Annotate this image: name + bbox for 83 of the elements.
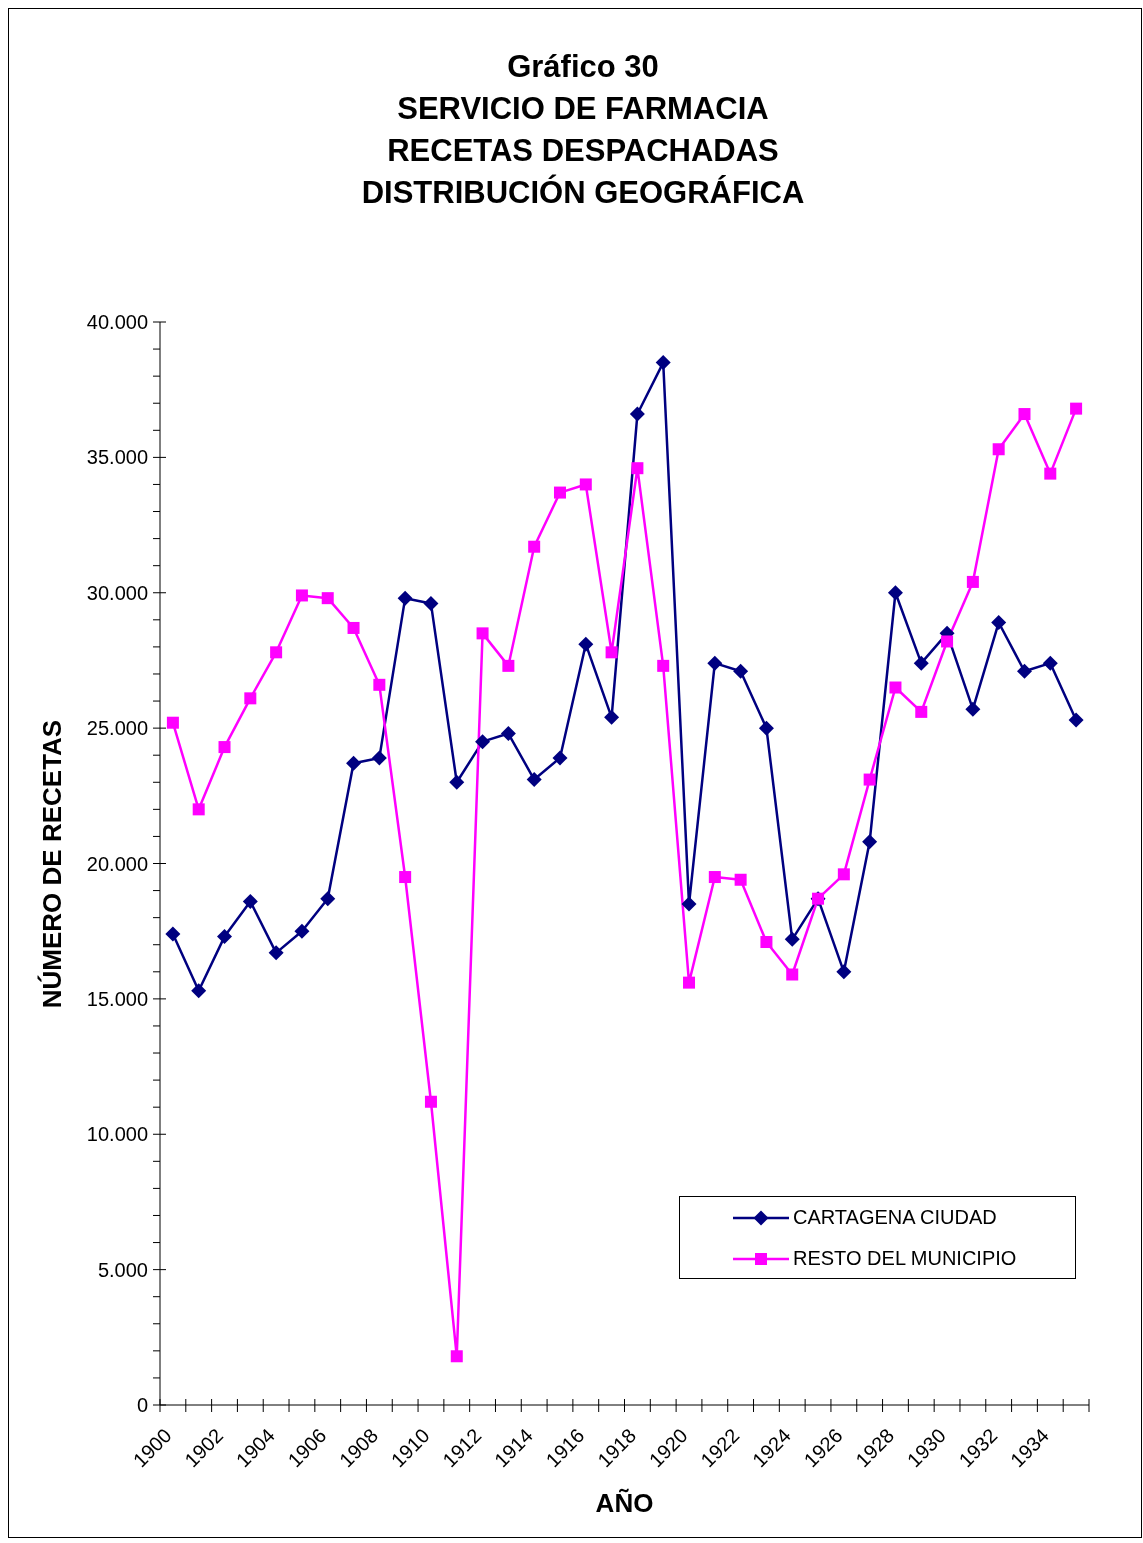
y-tick-label: 15.000 [86, 987, 148, 1010]
point [733, 663, 749, 679]
point [242, 893, 258, 909]
point [655, 355, 671, 371]
point [708, 871, 721, 884]
y-tick-label: 30.000 [86, 581, 148, 604]
point [734, 873, 747, 886]
point [475, 734, 491, 750]
y-tick-label: 10.000 [86, 1123, 148, 1146]
point [836, 964, 852, 980]
point [502, 659, 515, 672]
point [346, 755, 362, 771]
y-axis-title: NÚMERO DE RECETAS [36, 719, 68, 1009]
point [423, 596, 439, 612]
point [347, 621, 360, 634]
point [371, 750, 387, 766]
point [399, 871, 412, 884]
point [657, 659, 670, 672]
point [631, 462, 644, 475]
point [941, 635, 954, 648]
point [528, 540, 541, 553]
point [992, 443, 1005, 456]
y-tick-label: 40.000 [86, 311, 148, 333]
point [476, 627, 489, 640]
y-tick-label: 25.000 [86, 717, 148, 740]
point [553, 486, 566, 499]
point [244, 692, 257, 705]
point [165, 926, 181, 942]
point [192, 803, 205, 816]
point [837, 868, 850, 881]
point [1044, 467, 1057, 480]
point [449, 774, 465, 790]
point [862, 834, 878, 850]
chart-title: Gráfico 30 SERVICIO DE FARMACIA RECETAS DESPACHADAS DISTRIBUCIÓN GEOGRÁFICA [360, 48, 806, 212]
point [863, 773, 876, 786]
point [526, 772, 542, 788]
point [887, 585, 903, 601]
point [784, 931, 800, 947]
point [424, 1095, 437, 1108]
point [966, 575, 979, 588]
y-tick-label: 20.000 [86, 852, 148, 875]
point [683, 976, 696, 989]
point [295, 589, 308, 602]
point [913, 655, 929, 671]
point [578, 636, 594, 652]
y-tick-label: 5.000 [97, 1258, 148, 1281]
point [191, 983, 207, 999]
point [321, 592, 334, 605]
point [681, 896, 697, 912]
point [605, 646, 618, 659]
point [1042, 655, 1058, 671]
point [915, 705, 928, 718]
point [1016, 663, 1032, 679]
point [786, 968, 799, 981]
y-tick-label: 0 [136, 1394, 148, 1416]
point [707, 655, 723, 671]
point [579, 478, 592, 491]
point [294, 923, 310, 939]
point [1070, 402, 1083, 415]
point [760, 936, 773, 949]
y-tick-label: 35.000 [86, 446, 148, 469]
point [758, 720, 774, 736]
point [397, 590, 413, 606]
point [450, 1350, 463, 1363]
point [991, 615, 1007, 631]
point [500, 726, 516, 742]
point [1018, 408, 1031, 421]
point [218, 741, 231, 754]
point [373, 678, 386, 691]
point [320, 891, 336, 907]
point [629, 406, 645, 422]
point [217, 929, 233, 945]
point [604, 709, 620, 725]
legend-label: CARTAGENA CIUDAD [793, 1206, 997, 1229]
point [166, 716, 179, 729]
point [552, 750, 568, 766]
point [270, 646, 283, 659]
x-axis-title: AÑO [594, 1488, 655, 1518]
point [965, 701, 981, 717]
point [268, 945, 284, 961]
point [889, 681, 902, 694]
legend-label: RESTO DEL MUNICIPIO [793, 1247, 1017, 1270]
point [1068, 712, 1084, 728]
